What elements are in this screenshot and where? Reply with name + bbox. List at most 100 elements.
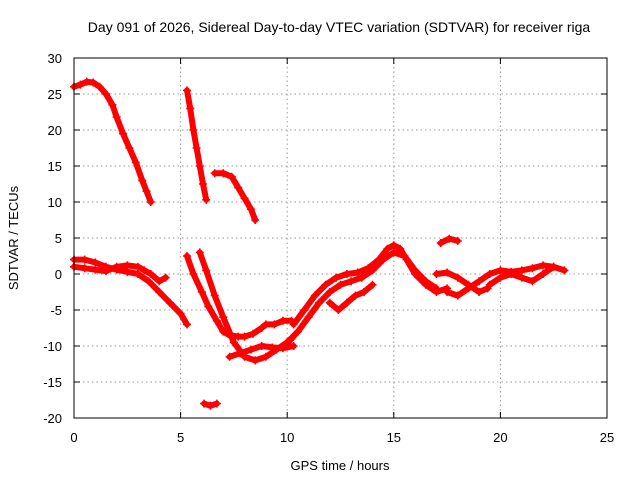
data-point bbox=[204, 302, 213, 311]
series-arc-16 bbox=[485, 262, 558, 289]
series-arc-7 bbox=[70, 261, 170, 286]
data-point bbox=[186, 104, 195, 113]
data-point bbox=[251, 216, 260, 224]
data-point bbox=[443, 268, 452, 277]
data-point bbox=[182, 320, 191, 329]
chart-title: Day 091 of 2026, Sidereal Day-to-day VTE… bbox=[88, 19, 591, 35]
data-point bbox=[95, 82, 104, 91]
y-tick-label: 20 bbox=[48, 123, 62, 138]
data-point bbox=[80, 255, 89, 264]
data-point bbox=[445, 234, 454, 243]
data-point bbox=[91, 258, 100, 267]
data-point bbox=[161, 273, 170, 282]
data-point bbox=[560, 266, 569, 275]
data-point bbox=[379, 255, 388, 264]
series-arc-5 bbox=[200, 399, 221, 410]
data-point bbox=[342, 298, 351, 307]
data-point bbox=[225, 352, 234, 361]
data-point bbox=[198, 180, 207, 188]
data-point bbox=[432, 284, 441, 293]
data-point bbox=[195, 162, 204, 170]
data-point bbox=[464, 284, 473, 293]
y-tick-label: 0 bbox=[55, 267, 62, 282]
data-point bbox=[200, 399, 209, 408]
data-point bbox=[453, 291, 462, 300]
data-point bbox=[289, 342, 298, 350]
series-arc-2 bbox=[182, 86, 211, 204]
data-point bbox=[182, 86, 191, 95]
data-point bbox=[268, 343, 277, 352]
data-series bbox=[70, 77, 569, 410]
data-point bbox=[246, 205, 255, 214]
data-point bbox=[400, 252, 409, 260]
data-point bbox=[453, 273, 462, 282]
y-axis-label: SDTVAR / TECUs bbox=[6, 185, 21, 290]
data-point bbox=[202, 195, 211, 204]
data-point bbox=[347, 277, 356, 286]
data-point bbox=[332, 273, 341, 282]
data-point bbox=[368, 266, 377, 275]
data-point bbox=[133, 262, 142, 271]
data-point bbox=[289, 320, 298, 329]
y-tick-label: -20 bbox=[43, 411, 62, 426]
data-point bbox=[212, 316, 221, 325]
series-arc-4 bbox=[436, 234, 462, 248]
data-point bbox=[368, 280, 377, 289]
data-point bbox=[485, 270, 494, 278]
data-point bbox=[249, 329, 258, 338]
y-tick-label: 5 bbox=[55, 231, 62, 246]
data-point bbox=[119, 129, 128, 138]
data-point bbox=[342, 270, 351, 278]
data-point bbox=[539, 261, 548, 270]
data-point bbox=[496, 273, 505, 282]
series-trace bbox=[326, 281, 376, 313]
data-point bbox=[182, 252, 191, 260]
data-point bbox=[212, 399, 221, 408]
data-point bbox=[131, 158, 140, 167]
data-point bbox=[240, 332, 249, 341]
data-point bbox=[475, 288, 484, 296]
data-point bbox=[229, 338, 238, 347]
axes: 0 5 10 15 20 25 -20 -15 -10 -5 0 5 10 15 20 25 30 bbox=[43, 51, 614, 445]
data-point bbox=[101, 267, 110, 276]
y-tick-label: -5 bbox=[50, 303, 62, 318]
data-point bbox=[310, 291, 319, 300]
data-point bbox=[325, 288, 334, 296]
data-point bbox=[278, 316, 287, 325]
data-point bbox=[507, 270, 516, 278]
y-tick-label: 30 bbox=[48, 51, 62, 66]
data-point bbox=[475, 277, 484, 286]
data-point bbox=[80, 264, 89, 273]
data-point bbox=[202, 266, 211, 275]
data-point bbox=[517, 266, 526, 275]
data-point bbox=[270, 320, 279, 329]
x-tick-label: 20 bbox=[493, 430, 507, 445]
data-point bbox=[192, 144, 201, 152]
data-point bbox=[453, 236, 462, 245]
data-point bbox=[197, 288, 206, 296]
data-point bbox=[236, 349, 245, 358]
data-point bbox=[140, 266, 149, 275]
data-point bbox=[351, 291, 360, 300]
data-point bbox=[210, 169, 219, 178]
data-point bbox=[76, 80, 85, 89]
data-point bbox=[257, 324, 266, 332]
data-point bbox=[485, 280, 494, 289]
series-arc-12 bbox=[283, 248, 441, 347]
data-point bbox=[146, 198, 155, 206]
data-point bbox=[257, 342, 266, 350]
data-point bbox=[219, 327, 228, 336]
data-point bbox=[123, 261, 132, 270]
data-point bbox=[101, 90, 110, 98]
x-tick-label: 10 bbox=[280, 430, 294, 445]
series-arc-13 bbox=[325, 280, 377, 314]
data-point bbox=[261, 352, 270, 361]
data-point bbox=[539, 270, 548, 278]
data-point bbox=[325, 298, 334, 307]
data-point bbox=[304, 313, 313, 322]
data-point bbox=[443, 288, 452, 296]
data-point bbox=[389, 241, 398, 250]
data-point bbox=[432, 270, 441, 278]
x-axis-label: GPS time / hours bbox=[291, 458, 390, 473]
data-point bbox=[112, 113, 121, 122]
